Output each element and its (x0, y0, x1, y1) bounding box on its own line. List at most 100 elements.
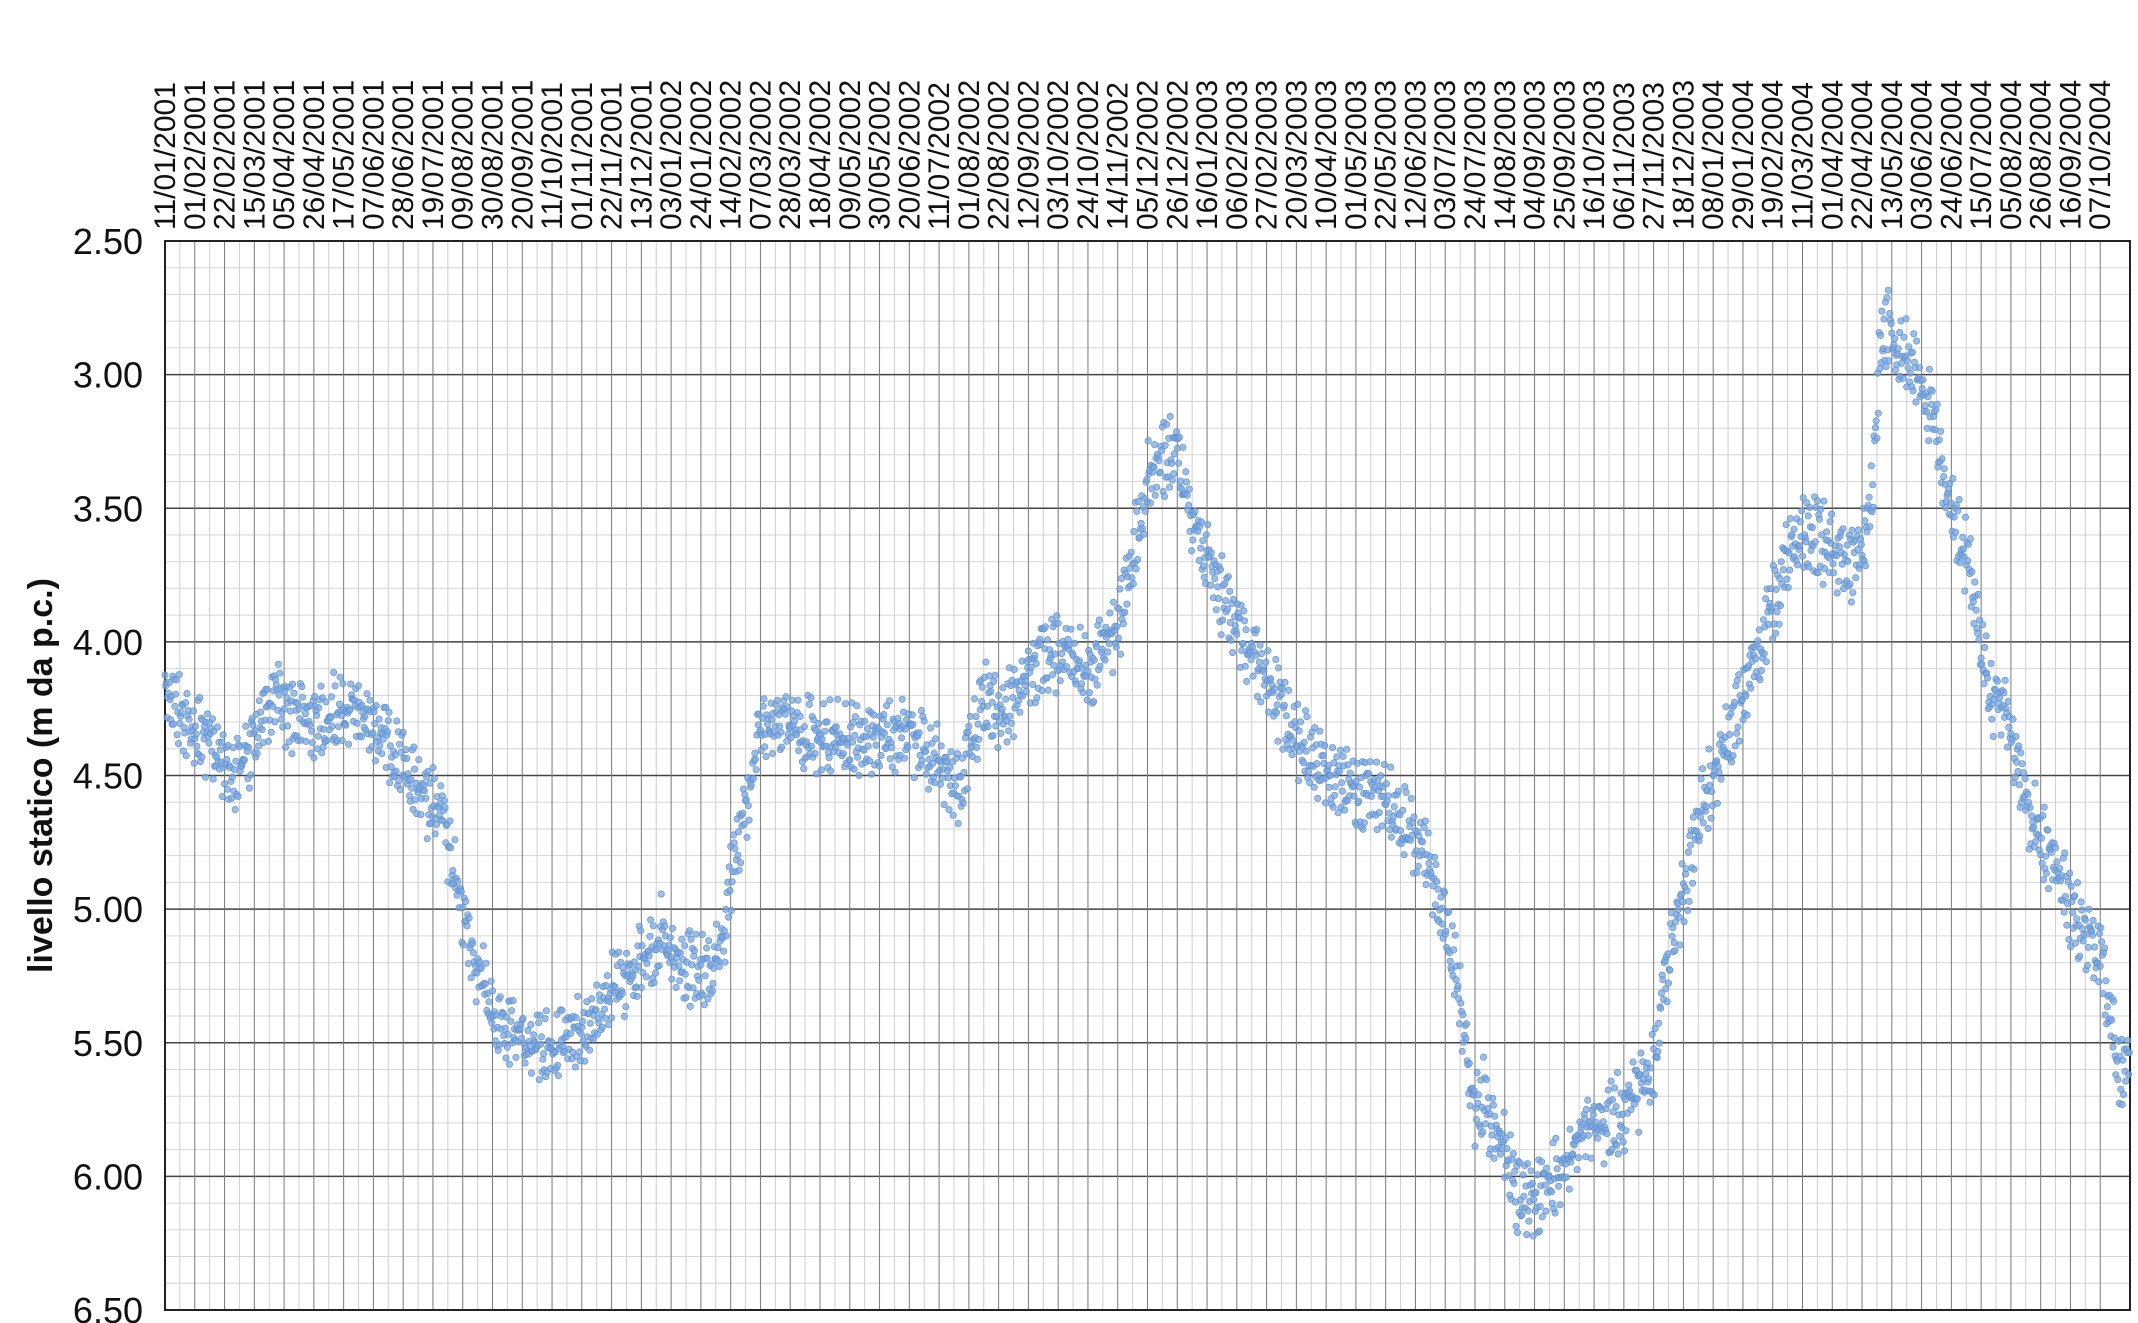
data-point (481, 980, 489, 988)
data-point (569, 1048, 577, 1056)
data-point (937, 742, 945, 750)
data-point (223, 755, 231, 763)
data-point (1886, 310, 1894, 318)
y-tick-label: 3.50 (73, 488, 143, 529)
data-point (760, 695, 768, 703)
data-point (1717, 775, 1725, 783)
data-point (1706, 781, 1714, 789)
data-point (1562, 1173, 1570, 1181)
x-tick-label: 27/02/2003 (1251, 80, 1284, 230)
data-point (1132, 565, 1140, 573)
data-point (1113, 623, 1121, 631)
data-point (620, 1012, 628, 1020)
data-point (1297, 718, 1305, 726)
data-point (1175, 459, 1183, 467)
data-point (369, 729, 377, 737)
data-point (1402, 788, 1410, 796)
data-point (572, 1014, 580, 1022)
data-point (1614, 1069, 1622, 1077)
data-point (281, 743, 289, 751)
data-point (946, 764, 954, 772)
data-point (1587, 1154, 1595, 1162)
data-point (1502, 1134, 1510, 1142)
data-point (1648, 1030, 1656, 1038)
data-point (1538, 1158, 1546, 1166)
x-tick-label: 03/07/2003 (1429, 80, 1462, 230)
data-point (1919, 376, 1927, 384)
data-point (254, 734, 262, 742)
data-point (2018, 760, 2026, 768)
data-point (2030, 823, 2038, 831)
data-point (1183, 491, 1191, 499)
data-point (1455, 1020, 1463, 1028)
data-point (1657, 989, 1665, 997)
data-point (1608, 1145, 1616, 1153)
data-point (595, 1019, 603, 1027)
data-point (870, 711, 878, 719)
data-point (1204, 520, 1212, 528)
data-point (1433, 878, 1441, 886)
data-point (1058, 649, 1066, 657)
data-point (2091, 943, 2099, 951)
data-point (502, 1054, 510, 1062)
data-point (1027, 663, 1035, 671)
data-point (1816, 515, 1824, 523)
data-point (2047, 848, 2055, 856)
data-point (1799, 552, 1807, 560)
data-point (931, 779, 939, 787)
data-point (1183, 478, 1191, 486)
data-point (1378, 822, 1386, 830)
data-point (1565, 1185, 1573, 1193)
data-point (1779, 566, 1787, 574)
data-point (949, 811, 957, 819)
data-point (1024, 647, 1032, 655)
data-point (1952, 528, 1960, 536)
data-point (1715, 768, 1723, 776)
data-point (172, 676, 180, 684)
data-point (1168, 459, 1176, 467)
data-point (1604, 1086, 1612, 1094)
data-point (521, 1059, 529, 1067)
data-point (183, 689, 191, 697)
data-point (1898, 359, 1906, 367)
data-point (1940, 472, 1948, 480)
data-point (2071, 939, 2079, 947)
data-point (1226, 618, 1234, 626)
data-point (1331, 783, 1339, 791)
x-tick-label: 07/06/2001 (357, 80, 390, 230)
data-point (228, 773, 236, 781)
data-point (1687, 841, 1695, 849)
data-point (1635, 1128, 1643, 1136)
data-point (646, 932, 654, 940)
data-point (2101, 1011, 2109, 1019)
data-point (593, 981, 601, 989)
data-point (827, 767, 835, 775)
data-point (1622, 1127, 1630, 1135)
data-point (1129, 580, 1137, 588)
data-point (2021, 775, 2029, 783)
data-point (1316, 727, 1324, 735)
data-point (682, 993, 690, 1001)
data-point (1536, 1227, 1544, 1235)
data-point (1777, 558, 1785, 566)
data-point (1657, 1004, 1665, 1012)
data-point (1616, 1132, 1624, 1140)
data-point (2039, 812, 2047, 820)
data-point (1005, 727, 1013, 735)
data-point (751, 755, 759, 763)
data-point (1121, 608, 1129, 616)
data-point (1359, 825, 1367, 833)
data-point (1144, 437, 1152, 445)
data-point (1336, 746, 1344, 754)
data-point (1975, 636, 1983, 644)
data-point (790, 717, 798, 725)
data-point (1343, 745, 1351, 753)
data-point (492, 1011, 500, 1019)
data-point (972, 712, 980, 720)
data-point (172, 690, 180, 698)
data-point (681, 942, 689, 950)
data-point (602, 981, 610, 989)
data-point (1257, 698, 1265, 706)
data-point (1375, 809, 1383, 817)
data-point (1247, 656, 1255, 664)
